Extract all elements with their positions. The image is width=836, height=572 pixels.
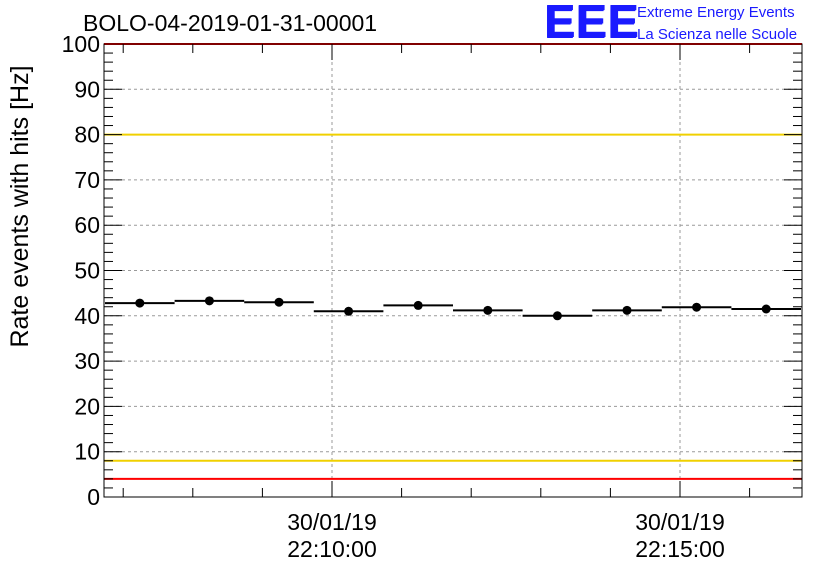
data-point: [622, 305, 632, 315]
y-tick-label: 70: [74, 167, 100, 193]
y-tick-label: 30: [74, 348, 100, 374]
plot-frame: [103, 43, 803, 498]
x-tick-label-time: 22:15:00: [635, 536, 725, 562]
y-tick-label: 80: [74, 122, 100, 148]
y-tick-label: 40: [74, 303, 100, 329]
y-tick-label: 10: [74, 439, 100, 465]
logo-line-2: La Scienza nelle Scuole: [637, 26, 798, 43]
data-point: [483, 305, 493, 315]
y-tick-label: 100: [62, 31, 100, 57]
data-series: [105, 296, 801, 321]
chart-title: BOLO-04-2019-01-31-00001: [83, 10, 378, 36]
x-tick-label-date: 30/01/19: [287, 509, 377, 535]
grid: [104, 44, 802, 497]
y-tick-label: 50: [74, 258, 100, 284]
x-tick-label-date: 30/01/19: [635, 509, 725, 535]
data-point: [413, 300, 423, 310]
eee-logo-mark: EEE: [544, 0, 640, 47]
data-point: [274, 297, 284, 307]
y-tick-label: 60: [74, 212, 100, 238]
reference-lines: [104, 43, 802, 480]
eee-logo: EEE Extreme Energy Events La Scienza nel…: [544, 0, 834, 47]
data-point: [135, 298, 145, 308]
x-tick-label-time: 22:10:00: [287, 536, 377, 562]
y-tick-label: 20: [74, 393, 100, 419]
data-point: [761, 304, 771, 314]
y-tick-label: 90: [74, 76, 100, 102]
data-point: [692, 302, 702, 312]
data-point: [344, 306, 354, 316]
data-point: [204, 296, 214, 306]
y-axis-label: Rate events with hits [Hz]: [6, 65, 34, 347]
data-point: [552, 311, 562, 321]
logo-line-1: Extreme Energy Events: [637, 4, 795, 21]
y-tick-label: 0: [87, 484, 100, 510]
axis-labels: 010203040506070809010030/01/1922:10:0030…: [62, 31, 725, 562]
